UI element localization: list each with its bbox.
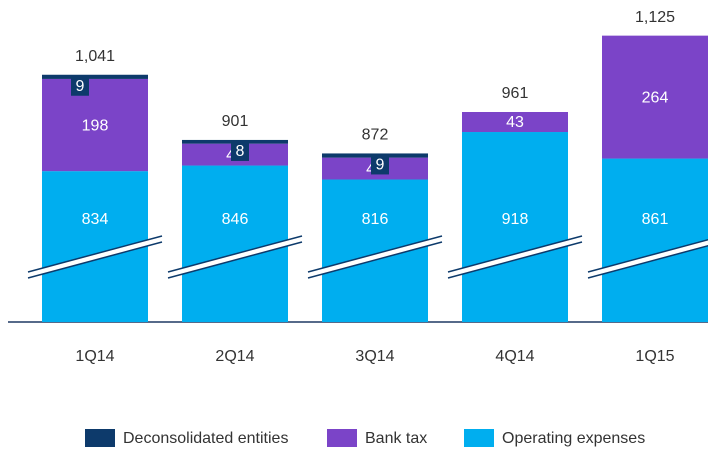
axis-break-line [587, 238, 708, 273]
axis-break-line [447, 235, 583, 273]
bar-segment [462, 132, 568, 322]
total-label: 901 [222, 113, 249, 130]
value-label: 918 [502, 211, 529, 228]
label-box [71, 75, 89, 96]
axis-break-line [307, 235, 443, 273]
axis-break-line [447, 241, 583, 279]
axis-break-line [167, 241, 303, 279]
x-tick-label: 1Q14 [75, 348, 114, 365]
value-label: 834 [82, 211, 109, 228]
value-label: 264 [642, 89, 669, 106]
axis-break-line [587, 244, 708, 279]
x-tick-label: 2Q14 [215, 348, 254, 365]
axis-break [168, 236, 302, 278]
bar-segment [462, 112, 568, 133]
value-label: 861 [642, 211, 669, 228]
axis-break [448, 236, 582, 278]
legend-label: Operating expenses [502, 430, 645, 447]
axis-break [28, 236, 162, 278]
legend-swatch [464, 429, 494, 447]
legend-label: Deconsolidated entities [123, 430, 288, 447]
legend-swatch [85, 429, 115, 447]
legend-label: Bank tax [365, 430, 427, 447]
x-tick-label: 4Q14 [495, 348, 534, 365]
bar-segment [42, 78, 148, 172]
label-box [231, 140, 249, 161]
value-label: 43 [506, 114, 524, 131]
bar-segment [602, 35, 708, 159]
axis-break [588, 239, 708, 278]
bar-segment [42, 74, 148, 79]
value-label: 198 [82, 117, 109, 134]
axis-break-line [167, 235, 303, 273]
bar-segment [602, 158, 708, 322]
axis-break [308, 236, 442, 278]
total-label: 872 [362, 127, 389, 144]
x-tick-label: 3Q14 [355, 348, 394, 365]
total-label: 1,041 [75, 48, 115, 65]
value-label: 9 [376, 157, 385, 174]
axis-break-line [27, 241, 163, 279]
axis-break-line [307, 241, 443, 279]
label-box [371, 154, 389, 175]
x-tick-label: 1Q15 [635, 348, 674, 365]
value-label: 9 [76, 78, 85, 95]
legend-swatch [327, 429, 357, 447]
value-label: 8 [236, 143, 245, 160]
value-label: 846 [222, 211, 249, 228]
value-label: 816 [362, 211, 389, 228]
total-label: 1,125 [635, 9, 675, 26]
axis-break-line [27, 235, 163, 273]
total-label: 961 [502, 85, 529, 102]
